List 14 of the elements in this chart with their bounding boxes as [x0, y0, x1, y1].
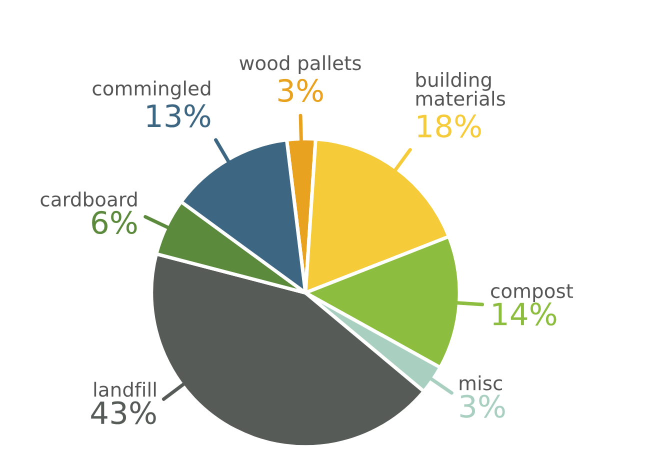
slice-label: misc: [460, 375, 502, 390]
data-label: 18%: [418, 114, 481, 138]
data-label: 14%: [493, 302, 556, 326]
data-label: 3%: [278, 78, 323, 102]
slice-label: compost: [491, 284, 574, 302]
slice-label: wood pallets: [240, 55, 361, 74]
slice-label: cardboard: [40, 192, 137, 207]
slice-label: building materials: [416, 72, 506, 106]
slice-label: landfill: [94, 382, 156, 397]
slice-label: commingled: [92, 80, 210, 100]
data-label: 43%: [91, 401, 156, 424]
data-label: 13%: [147, 104, 210, 128]
data-label: 3%: [460, 394, 505, 418]
data-label: 6%: [92, 210, 137, 234]
